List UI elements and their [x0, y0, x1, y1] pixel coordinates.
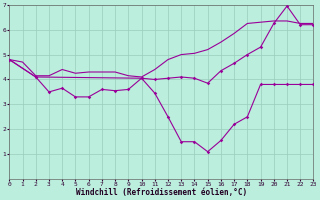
X-axis label: Windchill (Refroidissement éolien,°C): Windchill (Refroidissement éolien,°C) — [76, 188, 247, 197]
